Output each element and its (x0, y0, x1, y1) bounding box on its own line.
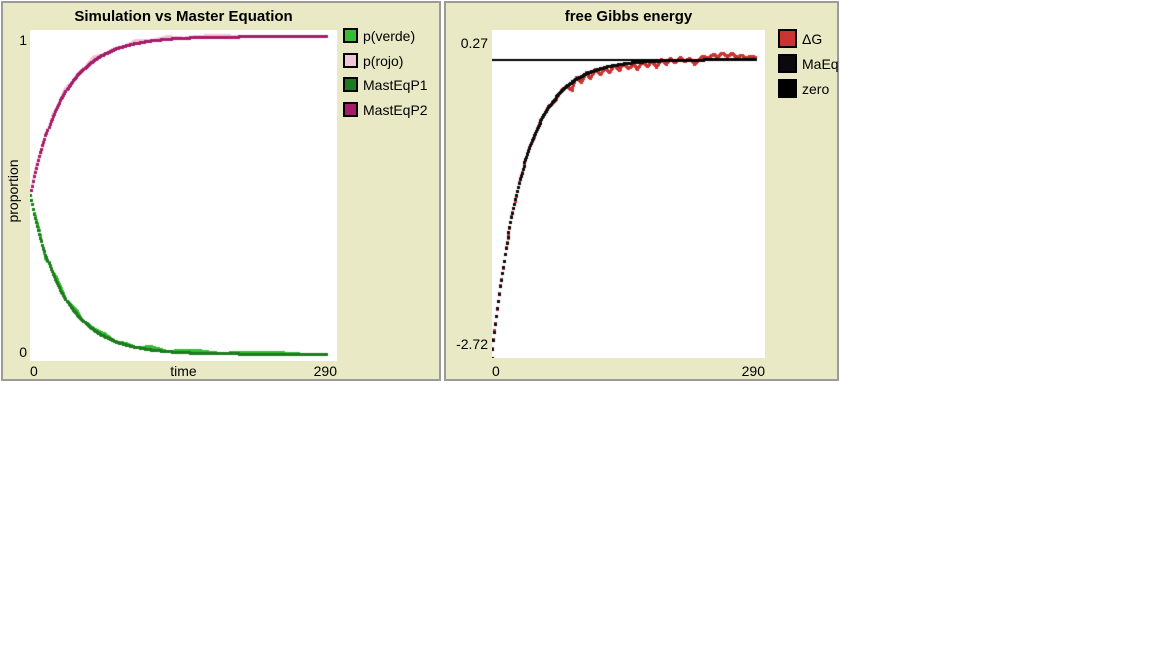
x-axis-max-label: 290 (741, 363, 765, 379)
legend-swatch-zero (778, 79, 797, 98)
plot-widget-free-gibbs-energy: free Gibbs energy 0.27 -2.72 0 290 ΔG Ma… (444, 1, 839, 381)
y-axis-max-label: 1 (19, 32, 27, 48)
plot-title: Simulation vs Master Equation (74, 8, 293, 25)
legend-label-p-rojo: p(rojo) (363, 53, 404, 69)
plot-title: free Gibbs energy (564, 8, 693, 25)
gibbs-plot-area (492, 30, 765, 358)
simulation-plot-area (30, 30, 337, 361)
legend-label-delta-g: ΔG (802, 31, 823, 47)
legend-swatch-masteqp1 (343, 77, 358, 92)
legend-label-p-verde: p(verde) (363, 28, 416, 44)
legend-swatch-maeq (778, 54, 797, 73)
x-axis-min-label: 0 (492, 363, 500, 379)
legend-label-zero: zero (802, 81, 830, 97)
y-axis-max-label: 0.27 (460, 35, 488, 51)
x-axis-min-label: 0 (30, 363, 38, 379)
legend-label-masteqp2: MastEqP2 (363, 102, 428, 118)
y-axis-title: proportion (5, 159, 21, 223)
legend-label-masteqp1: MastEqP1 (363, 77, 428, 93)
legend-swatch-delta-g (778, 29, 797, 48)
x-axis-title: time (170, 363, 197, 379)
y-axis-min-label: 0 (19, 344, 27, 360)
simulation-plot-canvas (30, 30, 337, 361)
legend-swatch-p-verde (343, 28, 358, 43)
legend-swatch-p-rojo (343, 53, 358, 68)
y-axis-min-label: -2.72 (456, 336, 488, 352)
legend-swatch-masteqp2 (343, 102, 358, 117)
plot-widget-simulation-vs-master-equation: Simulation vs Master Equation 1 0 propor… (1, 1, 441, 381)
legend-label-maeq: MaEq (802, 56, 839, 72)
gibbs-plot-canvas (492, 30, 765, 358)
x-axis-max-label: 290 (313, 363, 337, 379)
